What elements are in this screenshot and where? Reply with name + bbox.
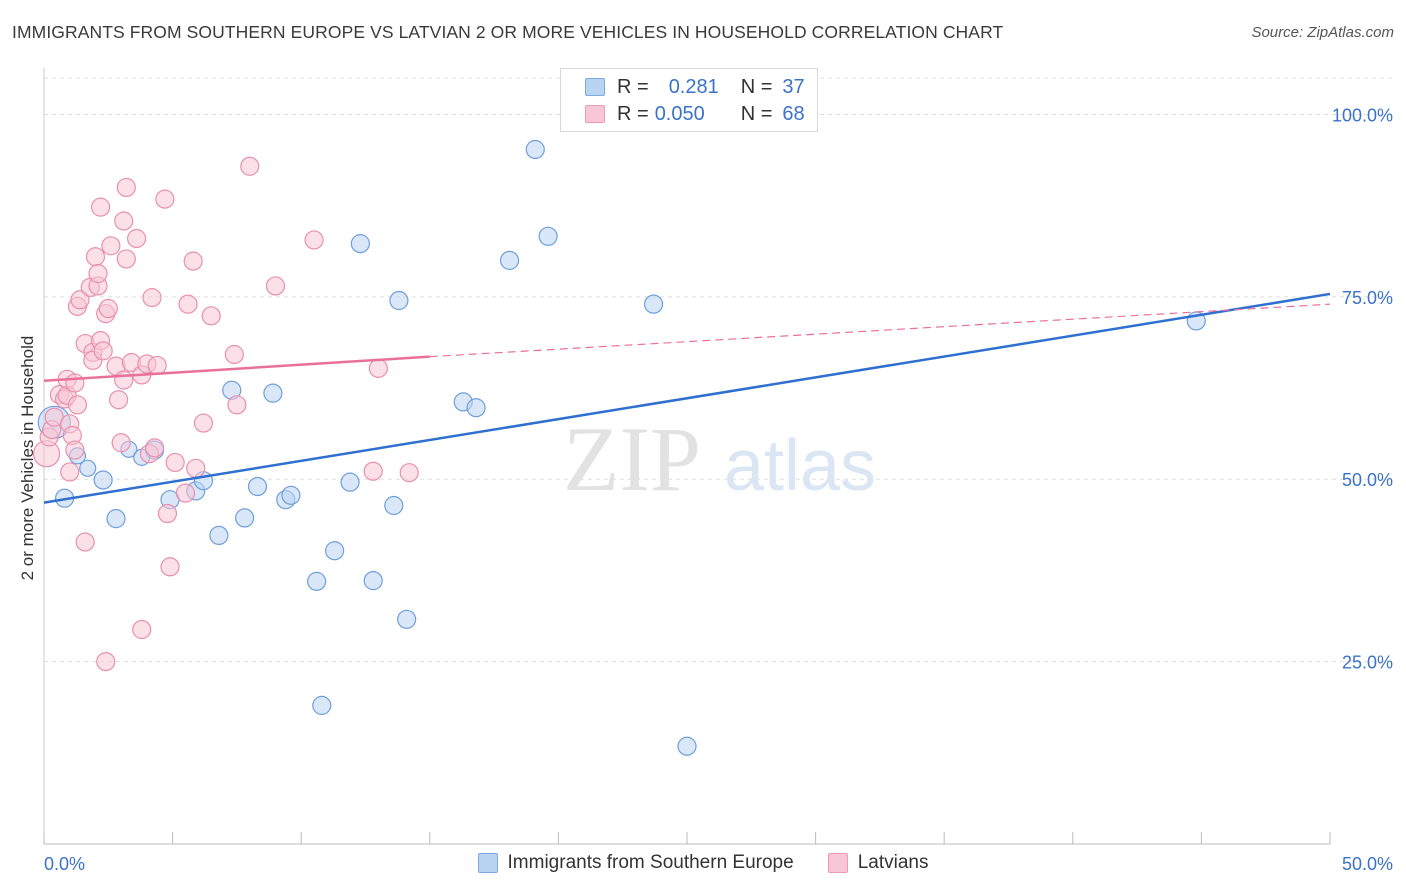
blue-point	[350, 234, 370, 254]
blue-point	[281, 485, 301, 505]
blue-point	[384, 495, 404, 516]
pink-point	[60, 462, 80, 482]
x-tick-label-min: 0.0%	[44, 854, 85, 874]
pink-point	[186, 458, 206, 478]
pink-point	[108, 390, 129, 410]
pink-point	[240, 156, 260, 176]
pink-point	[98, 298, 118, 319]
pink-point	[144, 438, 165, 458]
blue-point	[209, 525, 229, 546]
legend-n-value-blue: 37	[782, 75, 805, 98]
blue-point	[538, 226, 558, 246]
blue-point	[79, 459, 97, 477]
blue-point	[235, 508, 255, 528]
pink-point	[178, 294, 198, 314]
pink-point	[88, 263, 108, 284]
chart-title: IMMIGRANTS FROM SOUTHERN EUROPE VS LATVI…	[12, 22, 1004, 42]
legend-n-label: N =	[740, 75, 773, 98]
pink-point	[85, 247, 106, 267]
blue-point	[340, 472, 360, 492]
y-tick-label: 25.0%	[1342, 653, 1393, 673]
pink-point	[265, 276, 286, 296]
legend-n-value-pink: 68	[782, 102, 805, 125]
legend-n-label: N =	[740, 102, 773, 125]
correlation-legend: R = 0.281 N = 37 R = 0.050 N = 68	[560, 68, 818, 132]
pink-point	[111, 433, 131, 453]
series-swatch-pink	[827, 853, 848, 873]
blue-point	[93, 470, 113, 490]
watermark-atlas: atlas	[724, 426, 876, 506]
series-legend-item-blue[interactable]: Immigrants from Southern Europe	[477, 852, 794, 874]
pink-point	[132, 619, 152, 640]
legend-r-label: R =	[617, 75, 649, 98]
x-tick-label-max: 50.0%	[1342, 854, 1393, 874]
pink-point	[114, 370, 134, 390]
legend-row-pink: R = 0.050 N = 68	[585, 101, 805, 127]
blue-point	[263, 383, 283, 403]
blue-trend-line	[43, 292, 1331, 504]
series-label-blue: Immigrants from Southern Europe	[507, 852, 794, 873]
pink-point	[157, 503, 178, 524]
legend-r-value-pink: 0.050	[654, 102, 705, 125]
blue-point	[247, 476, 268, 497]
blue-point	[325, 541, 345, 561]
series-label-pink: Latvians	[857, 852, 929, 873]
blue-point	[363, 571, 383, 591]
pink-point	[93, 341, 113, 361]
pink-point	[101, 236, 121, 256]
pink-trend-line	[43, 355, 430, 382]
watermark-zip: ZIP	[563, 408, 701, 510]
legend-r-value-blue: 0.281	[668, 75, 719, 98]
pink-point	[165, 452, 185, 473]
blue-point	[312, 695, 332, 715]
blue-point	[677, 736, 697, 756]
blue-point	[389, 290, 409, 311]
series-swatch-blue	[477, 853, 498, 873]
pink-point	[183, 251, 203, 271]
legend-row-blue: R = 0.281 N = 37	[585, 74, 805, 100]
pink-trend-extension	[429, 303, 1331, 358]
blue-point	[525, 139, 545, 160]
pink-point	[175, 483, 196, 503]
pink-point	[116, 249, 136, 269]
series-legend-item-pink[interactable]: Latvians	[827, 852, 929, 874]
blue-point	[643, 294, 664, 314]
pink-point	[90, 197, 111, 217]
legend-swatch-blue	[585, 78, 605, 96]
pink-point	[142, 287, 162, 308]
pink-point	[160, 557, 180, 577]
blue-point	[499, 250, 520, 270]
source-label: Source: ZipAtlas.com	[1251, 24, 1394, 41]
pink-point	[70, 290, 90, 310]
blue-point	[307, 571, 327, 591]
y-tick-label: 75.0%	[1342, 288, 1393, 308]
blue-point	[106, 509, 126, 529]
blue-point	[397, 609, 417, 629]
pink-point	[399, 463, 419, 483]
pink-point	[227, 395, 247, 415]
pink-point	[67, 395, 88, 415]
pink-point	[114, 211, 134, 231]
pink-point	[116, 177, 136, 198]
pink-point	[363, 461, 383, 481]
pink-point	[304, 230, 324, 250]
pink-point	[155, 189, 175, 209]
pink-point	[126, 228, 147, 249]
pink-point	[65, 440, 85, 460]
series-legend: Immigrants from Southern Europe Latvians	[0, 852, 1406, 874]
pink-point	[147, 355, 167, 376]
pink-point	[75, 532, 95, 552]
legend-r-label: R =	[617, 102, 649, 125]
pink-point	[193, 413, 214, 433]
y-tick-label: 100.0%	[1332, 105, 1393, 125]
pink-point	[224, 344, 244, 365]
legend-swatch-pink	[585, 105, 605, 123]
blue-point	[466, 398, 486, 418]
pink-point	[96, 652, 116, 672]
y-tick-label: 50.0%	[1342, 470, 1393, 490]
pink-point	[201, 306, 221, 326]
pink-point	[368, 358, 388, 378]
pink-point	[65, 373, 85, 393]
